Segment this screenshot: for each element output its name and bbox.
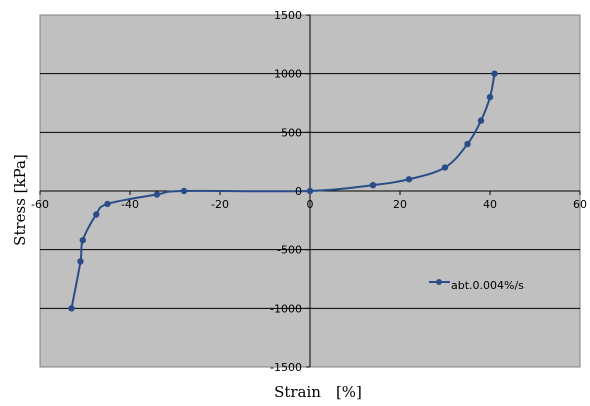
data-point [477, 117, 485, 124]
y-tick-label: -500 [277, 244, 302, 257]
data-point [491, 70, 498, 77]
data-point [77, 258, 84, 265]
data-point [405, 176, 413, 183]
tick-layer: -60 -40 -20 0 20 40 60 1500 1000 500 0 -500 -1000 -15… [31, 9, 587, 374]
x-tick-label: -60 [31, 198, 49, 211]
y-tick-label: 0 [295, 185, 302, 198]
y-tick-label: 500 [281, 126, 302, 139]
x-tick-label: -20 [211, 198, 229, 211]
x-axis-title: Strain [%] [274, 383, 362, 401]
data-point [68, 305, 75, 312]
data-point [104, 200, 111, 208]
x-tick-label: 0 [307, 198, 314, 211]
data-point [93, 211, 100, 218]
x-tick-label: -40 [121, 198, 139, 211]
x-tick-label: 20 [393, 198, 407, 211]
series-layer [68, 70, 498, 312]
y-axis-title: Stress [kPa] [11, 154, 29, 246]
x-tick-label: 40 [483, 198, 497, 211]
x-tick-label: 60 [573, 198, 587, 211]
legend: abt.0.004%/s [429, 279, 524, 292]
legend-label: abt.0.004%/s [451, 279, 524, 292]
data-point [153, 191, 161, 198]
legend-marker [436, 279, 442, 285]
y-tick-label: -1000 [270, 302, 302, 315]
data-point [464, 140, 471, 148]
y-tick-label: -1500 [270, 361, 302, 374]
series-line [70, 73, 496, 309]
data-point [306, 187, 314, 195]
y-tick-label: 1500 [274, 9, 302, 22]
data-point [486, 93, 494, 101]
data-point [441, 164, 449, 171]
data-point [369, 181, 377, 189]
data-point [79, 237, 86, 244]
y-tick-label: 1000 [274, 68, 302, 81]
data-point [180, 187, 188, 195]
